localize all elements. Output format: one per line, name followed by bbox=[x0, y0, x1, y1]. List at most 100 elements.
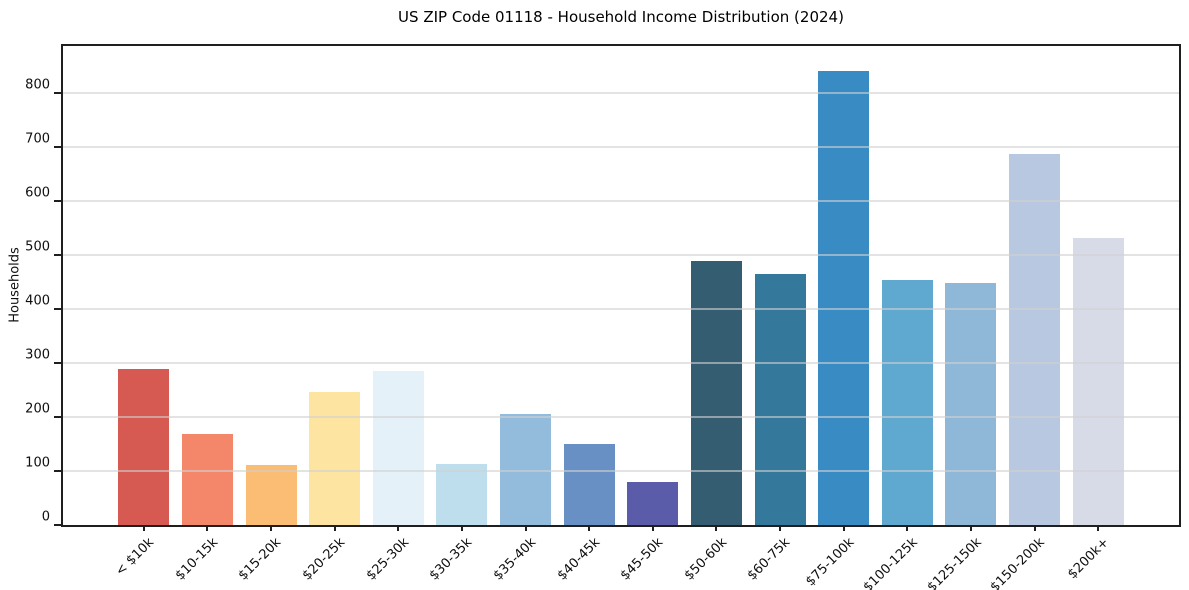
x-tick-mark bbox=[142, 525, 145, 531]
bar bbox=[245, 465, 297, 525]
y-tick-label: 600 bbox=[25, 185, 50, 201]
x-tick-label: $150-200k bbox=[987, 535, 1049, 590]
x-tick-mark bbox=[1033, 525, 1036, 531]
plot-area: 0 100 200 300 400 500 600 700 800 < $10k $10-15k $… bbox=[25, 44, 1181, 590]
x-tick-label: $125-150k bbox=[924, 535, 985, 590]
bar-slot bbox=[812, 46, 876, 525]
y-tick-mark bbox=[54, 361, 61, 364]
x-tick-label: $100-125k bbox=[860, 535, 921, 590]
bar-slot bbox=[685, 46, 749, 525]
x-tick-label: < $10k bbox=[113, 535, 158, 580]
x-tick-cell: $50-60k bbox=[682, 525, 749, 583]
x-tick-cell: $75-100k bbox=[803, 525, 876, 589]
bar-slot bbox=[430, 46, 494, 525]
x-tick-cell: $35-40k bbox=[491, 525, 558, 583]
x-tick-label: $10-15k bbox=[172, 535, 222, 584]
y-tick-mark bbox=[54, 145, 61, 148]
bar bbox=[118, 369, 170, 525]
x-tick-mark bbox=[460, 525, 463, 531]
x-tick-cell: $100-125k bbox=[861, 525, 940, 590]
bar bbox=[563, 444, 615, 525]
y-tick-mark bbox=[54, 199, 61, 202]
x-tick-cell: $40-45k bbox=[554, 525, 621, 583]
bar bbox=[309, 392, 361, 525]
x-tick-label: $50-60k bbox=[681, 535, 731, 584]
bar-slot bbox=[557, 46, 621, 525]
x-tick-label: $35-40k bbox=[490, 535, 540, 584]
x-tick-mark bbox=[906, 525, 909, 531]
bar bbox=[1009, 154, 1060, 525]
x-tick-cell: $25-30k bbox=[363, 525, 431, 583]
bar-slot bbox=[1003, 46, 1067, 525]
x-tick-mark bbox=[333, 525, 336, 531]
x-tick-mark bbox=[588, 525, 591, 531]
x-tick-label: $30-35k bbox=[427, 535, 476, 584]
bar bbox=[818, 70, 870, 525]
x-tick-mark bbox=[270, 525, 273, 531]
bar bbox=[1072, 237, 1124, 525]
bar-slot bbox=[367, 46, 431, 525]
x-tick-mark bbox=[969, 525, 972, 531]
bar bbox=[500, 414, 551, 525]
y-tick-mark bbox=[54, 91, 61, 94]
y-tick-label: 0 bbox=[41, 509, 50, 525]
x-tick-cell: $30-35k bbox=[427, 525, 494, 583]
y-tick-label: 200 bbox=[25, 401, 50, 417]
bar-slot bbox=[494, 46, 558, 525]
y-tick-label: 100 bbox=[25, 455, 50, 471]
bar bbox=[436, 463, 488, 525]
y-tick-label: 400 bbox=[25, 293, 50, 309]
x-tick-label: $25-30k bbox=[363, 535, 412, 584]
x-tick-label: $200k+ bbox=[1064, 535, 1112, 583]
x-tick-cell: < $10k bbox=[112, 525, 176, 579]
y-tick-label: 500 bbox=[25, 239, 50, 255]
bar-slot bbox=[748, 46, 812, 525]
bar bbox=[881, 280, 933, 525]
x-tick-cell: $20-25k bbox=[300, 525, 367, 583]
x-tick-cell: $125-150k bbox=[924, 525, 1003, 590]
y-tick-mark bbox=[54, 415, 61, 418]
y-tick-mark bbox=[54, 307, 61, 310]
x-tick-label: $40-45k bbox=[554, 535, 603, 584]
bar bbox=[627, 481, 679, 525]
bar bbox=[181, 434, 233, 525]
x-tick-mark bbox=[842, 525, 845, 531]
bar bbox=[754, 274, 806, 525]
y-tick-label: 700 bbox=[25, 131, 50, 147]
x-tick-cell: $60-75k bbox=[745, 525, 812, 583]
x-tick-label: $75-100k bbox=[802, 535, 858, 590]
x-tick-cell: $150-200k bbox=[988, 525, 1067, 590]
bar-slot bbox=[876, 46, 940, 525]
bar-slot bbox=[939, 46, 1003, 525]
y-axis-label: Households bbox=[7, 247, 23, 323]
bar bbox=[372, 371, 424, 525]
x-tick-mark bbox=[779, 525, 782, 531]
y-tick-mark bbox=[54, 524, 61, 526]
x-tick-cell: $45-50k bbox=[618, 525, 685, 583]
y-tick-mark bbox=[54, 469, 61, 472]
y-tick-label: 300 bbox=[25, 347, 50, 363]
x-tick-label: $45-50k bbox=[617, 535, 667, 584]
bar-slot bbox=[621, 46, 685, 525]
x-tick-cell: $200k+ bbox=[1065, 525, 1130, 582]
bar-slot bbox=[176, 46, 240, 525]
x-tick-mark bbox=[651, 525, 654, 531]
bar bbox=[690, 261, 742, 525]
x-tick-cell: $15-20k bbox=[236, 525, 303, 583]
x-tick-label: $15-20k bbox=[236, 535, 285, 584]
bar-slot bbox=[303, 46, 367, 525]
x-tick-mark bbox=[397, 525, 400, 531]
y-tick-mark bbox=[54, 253, 61, 256]
x-tick-mark bbox=[1097, 525, 1100, 531]
x-tick-mark bbox=[524, 525, 527, 531]
x-tick-label: $20-25k bbox=[299, 535, 349, 584]
bar-slot bbox=[1066, 46, 1130, 525]
x-axis-ticks: < $10k $10-15k $15-20k $20-25k $25-30k $30-35… bbox=[112, 525, 1130, 590]
x-tick-mark bbox=[715, 525, 718, 531]
bar-slot bbox=[112, 46, 176, 525]
chart-title: US ZIP Code 01118 - Household Income Dis… bbox=[398, 8, 844, 26]
bar-slot bbox=[239, 46, 303, 525]
bar bbox=[945, 282, 997, 525]
x-tick-cell: $10-15k bbox=[173, 525, 240, 583]
